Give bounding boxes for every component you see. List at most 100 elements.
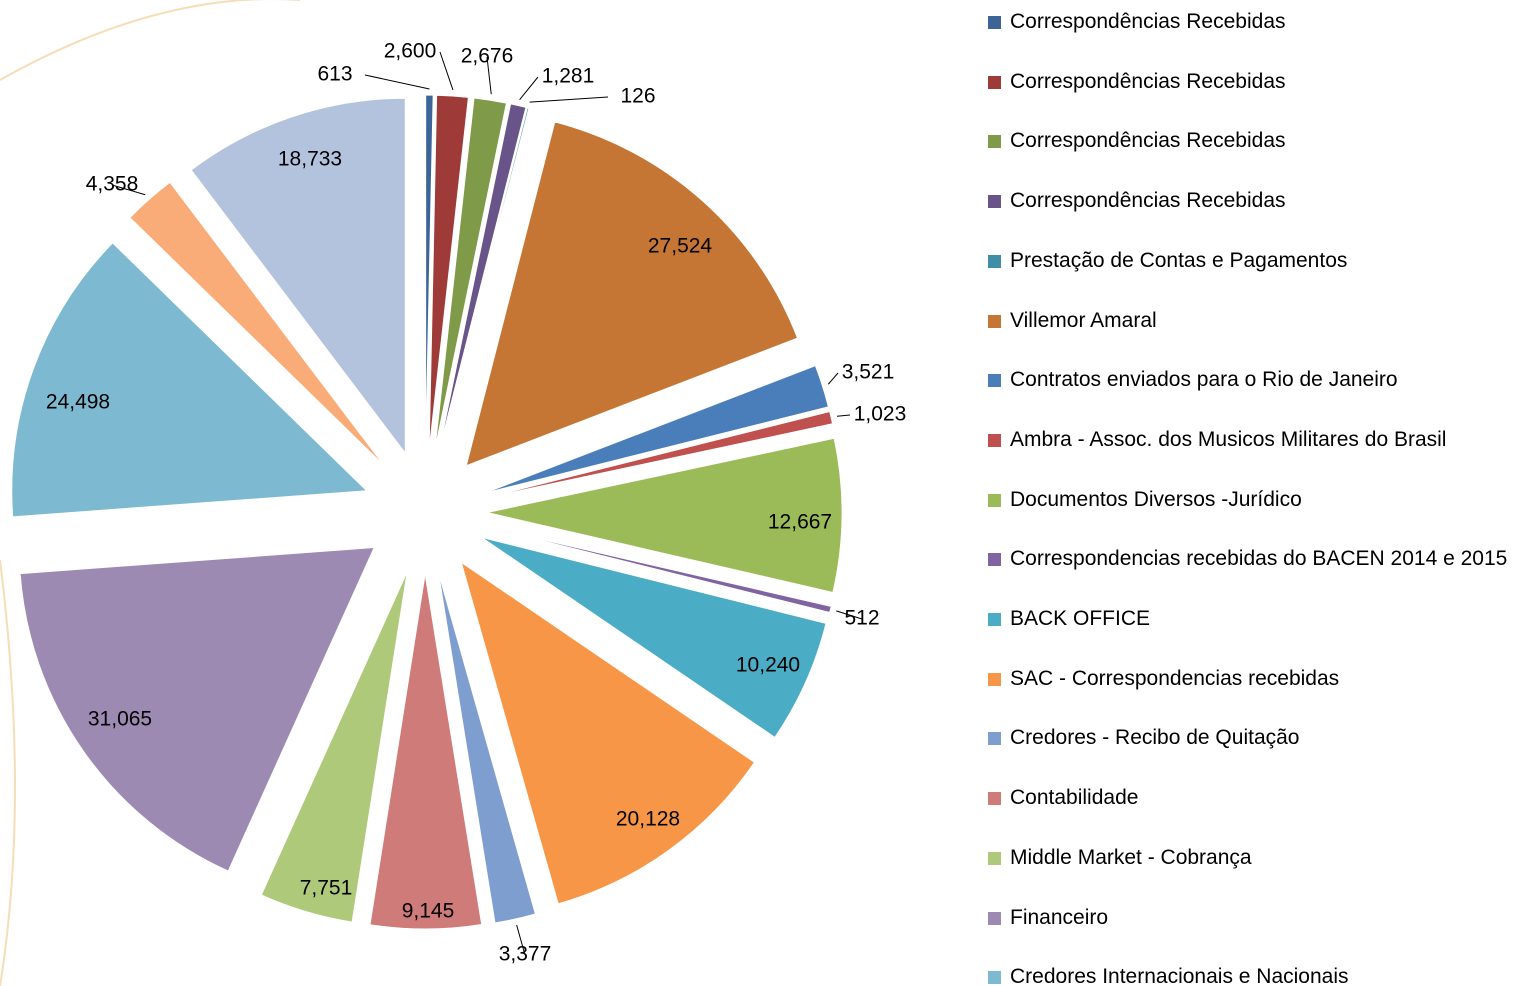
legend-item: Documentos Diversos -Jurídico [988, 487, 1512, 513]
legend-item: Credores - Recibo de Quitação [988, 725, 1512, 751]
legend-swatch [988, 195, 1001, 209]
legend-label: Correspondências Recebidas [1010, 10, 1286, 33]
leader-line [519, 76, 539, 101]
data-label: 10,240 [736, 654, 800, 677]
legend-swatch [988, 851, 1001, 865]
legend-label: SAC - Correspondencias recebidas [1010, 666, 1340, 690]
pie-slice [465, 121, 799, 467]
data-label: 512 [844, 607, 879, 630]
pie-slice [19, 546, 375, 872]
pie-slice [425, 94, 434, 451]
legend-item: Ambra - Assoc. dos Musicos Militares do … [988, 427, 1512, 453]
data-label: 20,128 [616, 808, 680, 831]
legend-swatch [988, 971, 1001, 985]
legend-label: Villemor Amaral [1010, 308, 1157, 332]
data-label: 126 [620, 85, 655, 108]
legend-label: Correspondências Recebidas [1010, 189, 1286, 213]
legend-item: SAC - Correspondencias recebidas [988, 666, 1512, 692]
legend-label: Correspondências Recebidas [1010, 129, 1286, 153]
legend-swatch [988, 135, 1001, 149]
legend-label: Correspondencias recebidas do BACEN 2014… [1010, 547, 1508, 571]
legend-swatch [988, 493, 1001, 507]
data-label: 1,281 [542, 65, 595, 88]
legend-swatch [988, 314, 1001, 328]
data-label: 1,023 [854, 403, 907, 426]
legend-swatch [988, 16, 1001, 29]
legend-swatch [988, 254, 1001, 268]
data-label: 12,667 [768, 511, 832, 534]
pie-slice [481, 536, 827, 739]
leader-line [836, 610, 863, 620]
legend-swatch [988, 553, 1001, 567]
pie-slice [483, 365, 830, 494]
legend-swatch [988, 75, 1001, 89]
legend-label: Contratos enviados para o Rio de Janeiro [1010, 368, 1398, 392]
legend-swatch [988, 374, 1001, 388]
legend-item: Correspondências Recebidas [988, 188, 1512, 214]
pie-slice [190, 97, 406, 455]
legend-label: Contabilidade [1010, 786, 1139, 810]
legend-label: Prestação de Contas e Pagamentos [1010, 248, 1348, 272]
legend-item: Correspondências Recebidas [988, 69, 1512, 95]
data-label: 2,676 [461, 45, 514, 68]
legend-label: Credores Internacionais e Nacionais [1010, 965, 1349, 986]
legend-swatch [988, 911, 1001, 925]
pie-slice [11, 242, 368, 518]
legend-item: Correspondencias recebidas do BACEN 2014… [988, 546, 1512, 572]
decoration [0, 0, 300, 986]
legend-item: Contratos enviados para o Rio de Janeiro [988, 367, 1512, 393]
pie-slice [439, 107, 530, 453]
data-label: 7,751 [300, 877, 353, 900]
data-label: 613 [317, 63, 352, 86]
legend-swatch [988, 433, 1001, 447]
legend-item: Financeiro [988, 905, 1512, 931]
legend-label: Financeiro [1010, 905, 1109, 929]
pie-slice [486, 437, 843, 594]
data-label: 2,600 [384, 40, 437, 63]
legend-item: Correspondências Recebidas [988, 9, 1512, 35]
leader-line [516, 924, 526, 956]
legend-label: Ambra - Assoc. dos Musicos Militares do … [1010, 427, 1447, 451]
legend-swatch [988, 613, 1001, 626]
leader-line [486, 56, 492, 95]
leader-line [836, 414, 851, 417]
pie-slice [485, 526, 832, 614]
pie-slice [434, 97, 508, 451]
legend-item: Contabilidade [988, 785, 1512, 811]
data-label: 31,065 [88, 708, 152, 731]
pie-slice [437, 572, 537, 924]
data-label: 3,377 [499, 943, 552, 966]
data-label: 24,498 [46, 391, 110, 414]
legend-label: Middle Market - Cobrança [1010, 845, 1252, 869]
legend-item: Correspondências Recebidas [988, 128, 1512, 154]
legend-item: Prestação de Contas e Pagamentos [988, 248, 1512, 274]
pie-slice [369, 573, 483, 930]
legend-swatch [988, 792, 1001, 806]
legend-item: BACK OFFICE [988, 606, 1512, 632]
data-label: 4,358 [86, 173, 139, 196]
legend-label: Correspondências Recebidas [1010, 69, 1286, 93]
legend-swatch [988, 672, 1001, 686]
pie-slice [460, 561, 756, 905]
legend-item: Villemor Amaral [988, 308, 1512, 334]
leader-line [529, 96, 609, 103]
leader-line [111, 184, 146, 196]
legend-label: Documentos Diversos -Jurídico [1010, 487, 1302, 511]
legend-item: Credores Internacionais e Nacionais [988, 964, 1512, 986]
data-label: 27,524 [648, 235, 713, 258]
pie-slice [260, 571, 408, 923]
leader-line [827, 372, 839, 385]
pie-slice [485, 410, 834, 499]
leader-line [439, 51, 454, 91]
legend-label: Credores - Recibo de Quitação [1010, 726, 1300, 750]
legend-label: BACK OFFICE [1010, 607, 1151, 630]
legend-swatch [988, 732, 1001, 746]
pie-slice [438, 103, 527, 452]
data-label: 3,521 [842, 361, 895, 384]
legend-item: Middle Market - Cobrança [988, 845, 1512, 871]
data-label: 18,733 [278, 148, 342, 171]
data-label: 9,145 [402, 900, 455, 923]
pie-slice [129, 181, 385, 466]
